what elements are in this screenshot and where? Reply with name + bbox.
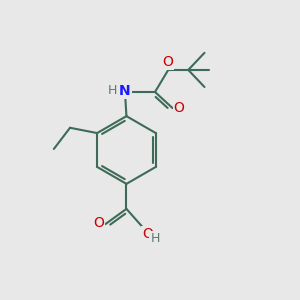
Text: O: O [142, 226, 153, 241]
Text: H: H [108, 84, 117, 97]
Text: O: O [162, 55, 173, 69]
Text: O: O [93, 216, 104, 230]
Text: N: N [119, 84, 131, 98]
Text: O: O [174, 101, 184, 115]
Text: H: H [150, 232, 160, 245]
